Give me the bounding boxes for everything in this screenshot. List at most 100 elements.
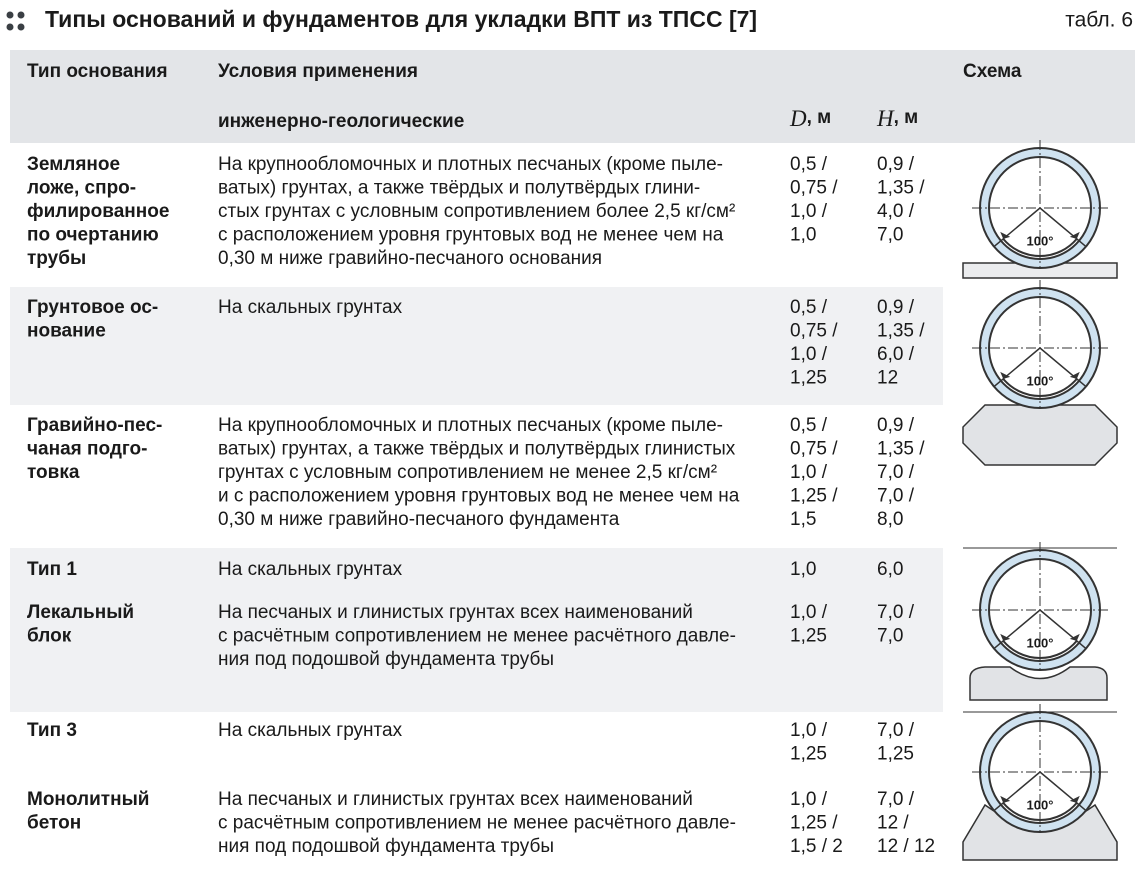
col-header: H, м	[876, 106, 918, 131]
col-header: инженерно-геологические	[218, 111, 464, 132]
h-line: 1,35 /	[877, 177, 925, 198]
conditions-line: На песчаных и глинистых грунтах всех наи…	[218, 602, 693, 623]
conditions-line: На скальных грунтах	[218, 559, 403, 580]
type-line: по очертанию	[27, 225, 159, 246]
h-line: 0,9 /	[877, 297, 915, 318]
conditions-line: На песчаных и глинистых грунтах всех наи…	[218, 789, 693, 810]
h-line: 8,0	[877, 509, 903, 530]
h-line: 7,0 /	[877, 462, 915, 483]
conditions-line: ния под подошвой фундамента трубы	[218, 836, 554, 857]
d-line: 1,5 / 2	[790, 836, 843, 857]
d-line: 1,0 /	[790, 789, 828, 810]
scheme: 100°	[962, 140, 1118, 279]
d-line: 0,5 /	[790, 415, 828, 436]
row-bg	[10, 287, 943, 405]
h-line: 7,0 /	[877, 486, 915, 507]
conditions-line: ватых) грунтах, а также твёрдых и полутв…	[218, 438, 736, 459]
d-line: 1,25 /	[790, 812, 838, 833]
conditions-line: 0,30 м ниже гравийно-песчаного основания	[218, 248, 602, 269]
h-line: 0,9 /	[877, 154, 915, 175]
h-line: 1,25	[877, 743, 914, 764]
conditions-line: грунтах с условным сопротивлением не мен…	[218, 462, 717, 483]
d-line: 1,5	[790, 509, 816, 530]
d-line: 0,75 /	[790, 320, 838, 341]
h-line: 1,35 /	[877, 438, 925, 459]
d-line: 1,25	[790, 625, 827, 646]
col-header: Схема	[963, 61, 1022, 82]
title-marker	[6, 11, 25, 31]
h-line: 7,0	[877, 225, 903, 246]
h-line: 7,0 /	[877, 789, 915, 810]
schemes: 100° 100° 100° 100°	[962, 140, 1118, 861]
type-line: Монолитный	[27, 789, 149, 810]
type-line: нование	[27, 320, 106, 341]
h-line: 6,0 /	[877, 344, 915, 365]
col-header: Тип основания	[27, 61, 168, 82]
h-line: 1,35 /	[877, 320, 925, 341]
type-line: Лекальный	[27, 602, 134, 623]
type-line: Тип 1	[27, 559, 77, 580]
conditions-line: с расположением уровня грунтовых вод не …	[218, 225, 724, 246]
d-line: 1,0	[790, 559, 816, 580]
conditions-line: На скальных грунтах	[218, 720, 403, 741]
table-ref: табл. 6	[1065, 8, 1133, 31]
conditions-line: и с расположением уровня грунтовых вод н…	[218, 486, 740, 507]
h-line: 7,0 /	[877, 602, 915, 623]
angle-label: 100°	[1027, 636, 1054, 651]
h-line: 6,0	[877, 559, 903, 580]
type-line: Грунтовое ос-	[27, 297, 158, 318]
d-line: 1,25 /	[790, 486, 838, 507]
conditions-line: ния под подошвой фундамента трубы	[218, 649, 554, 670]
type-line: ложе, спро-	[27, 177, 136, 198]
d-line: 1,0	[790, 225, 816, 246]
h-line: 4,0 /	[877, 201, 915, 222]
d-line: 0,75 /	[790, 177, 838, 198]
col-header: Условия применения	[218, 61, 418, 82]
title: Типы оснований и фундаментов для укладки…	[45, 6, 757, 32]
d-line: 1,0 /	[790, 720, 828, 741]
conditions-line: ватых) грунтах, а также твёрдых и полутв…	[218, 177, 700, 198]
scheme: 100°	[962, 280, 1118, 466]
type-line: блок	[27, 625, 72, 646]
conditions-line: с расчётным сопротивлением не менее расч…	[218, 625, 736, 646]
d-line: 0,5 /	[790, 297, 828, 318]
h-line: 7,0 /	[877, 720, 915, 741]
type-line: товка	[27, 462, 80, 483]
angle-label: 100°	[1027, 798, 1054, 813]
d-line: 0,75 /	[790, 438, 838, 459]
angle-label: 100°	[1027, 234, 1054, 249]
conditions-line: 0,30 м ниже гравийно-песчаного фундамент…	[218, 509, 620, 530]
d-line: 1,0 /	[790, 602, 828, 623]
angle-label: 100°	[1027, 374, 1054, 389]
d-line: 0,5 /	[790, 154, 828, 175]
conditions-line: На скальных грунтах	[218, 297, 403, 318]
h-line: 12 /	[877, 812, 909, 833]
type-line: филированное	[27, 201, 169, 222]
h-line: 0,9 /	[877, 415, 915, 436]
h-line: 12 / 12	[877, 836, 935, 857]
type-line: бетон	[27, 812, 81, 833]
col-header: D, м	[789, 106, 831, 131]
type-line: Земляное	[27, 154, 120, 175]
d-line: 1,25	[790, 368, 827, 389]
conditions-line: с расчётным сопротивлением не менее расч…	[218, 812, 736, 833]
d-line: 1,0 /	[790, 462, 828, 483]
scheme: 100°	[962, 704, 1118, 861]
type-line: Гравийно-пес-	[27, 415, 162, 436]
h-line: 12	[877, 368, 898, 389]
h-line: 7,0	[877, 625, 903, 646]
d-line: 1,0 /	[790, 201, 828, 222]
conditions-line: На крупнообломочных и плотных песчаных (…	[218, 154, 723, 175]
d-line: 1,0 /	[790, 344, 828, 365]
conditions-line: стых грунтах с условным сопротивлением б…	[218, 201, 735, 222]
type-line: Тип 3	[27, 720, 77, 741]
row-bg	[10, 548, 943, 712]
header-bg	[10, 50, 1135, 143]
type-line: чаная подго-	[27, 438, 148, 459]
type-line: трубы	[27, 248, 86, 269]
conditions-line: На крупнообломочных и плотных песчаных (…	[218, 415, 723, 436]
d-line: 1,25	[790, 743, 827, 764]
scheme: 100°	[969, 542, 1108, 701]
